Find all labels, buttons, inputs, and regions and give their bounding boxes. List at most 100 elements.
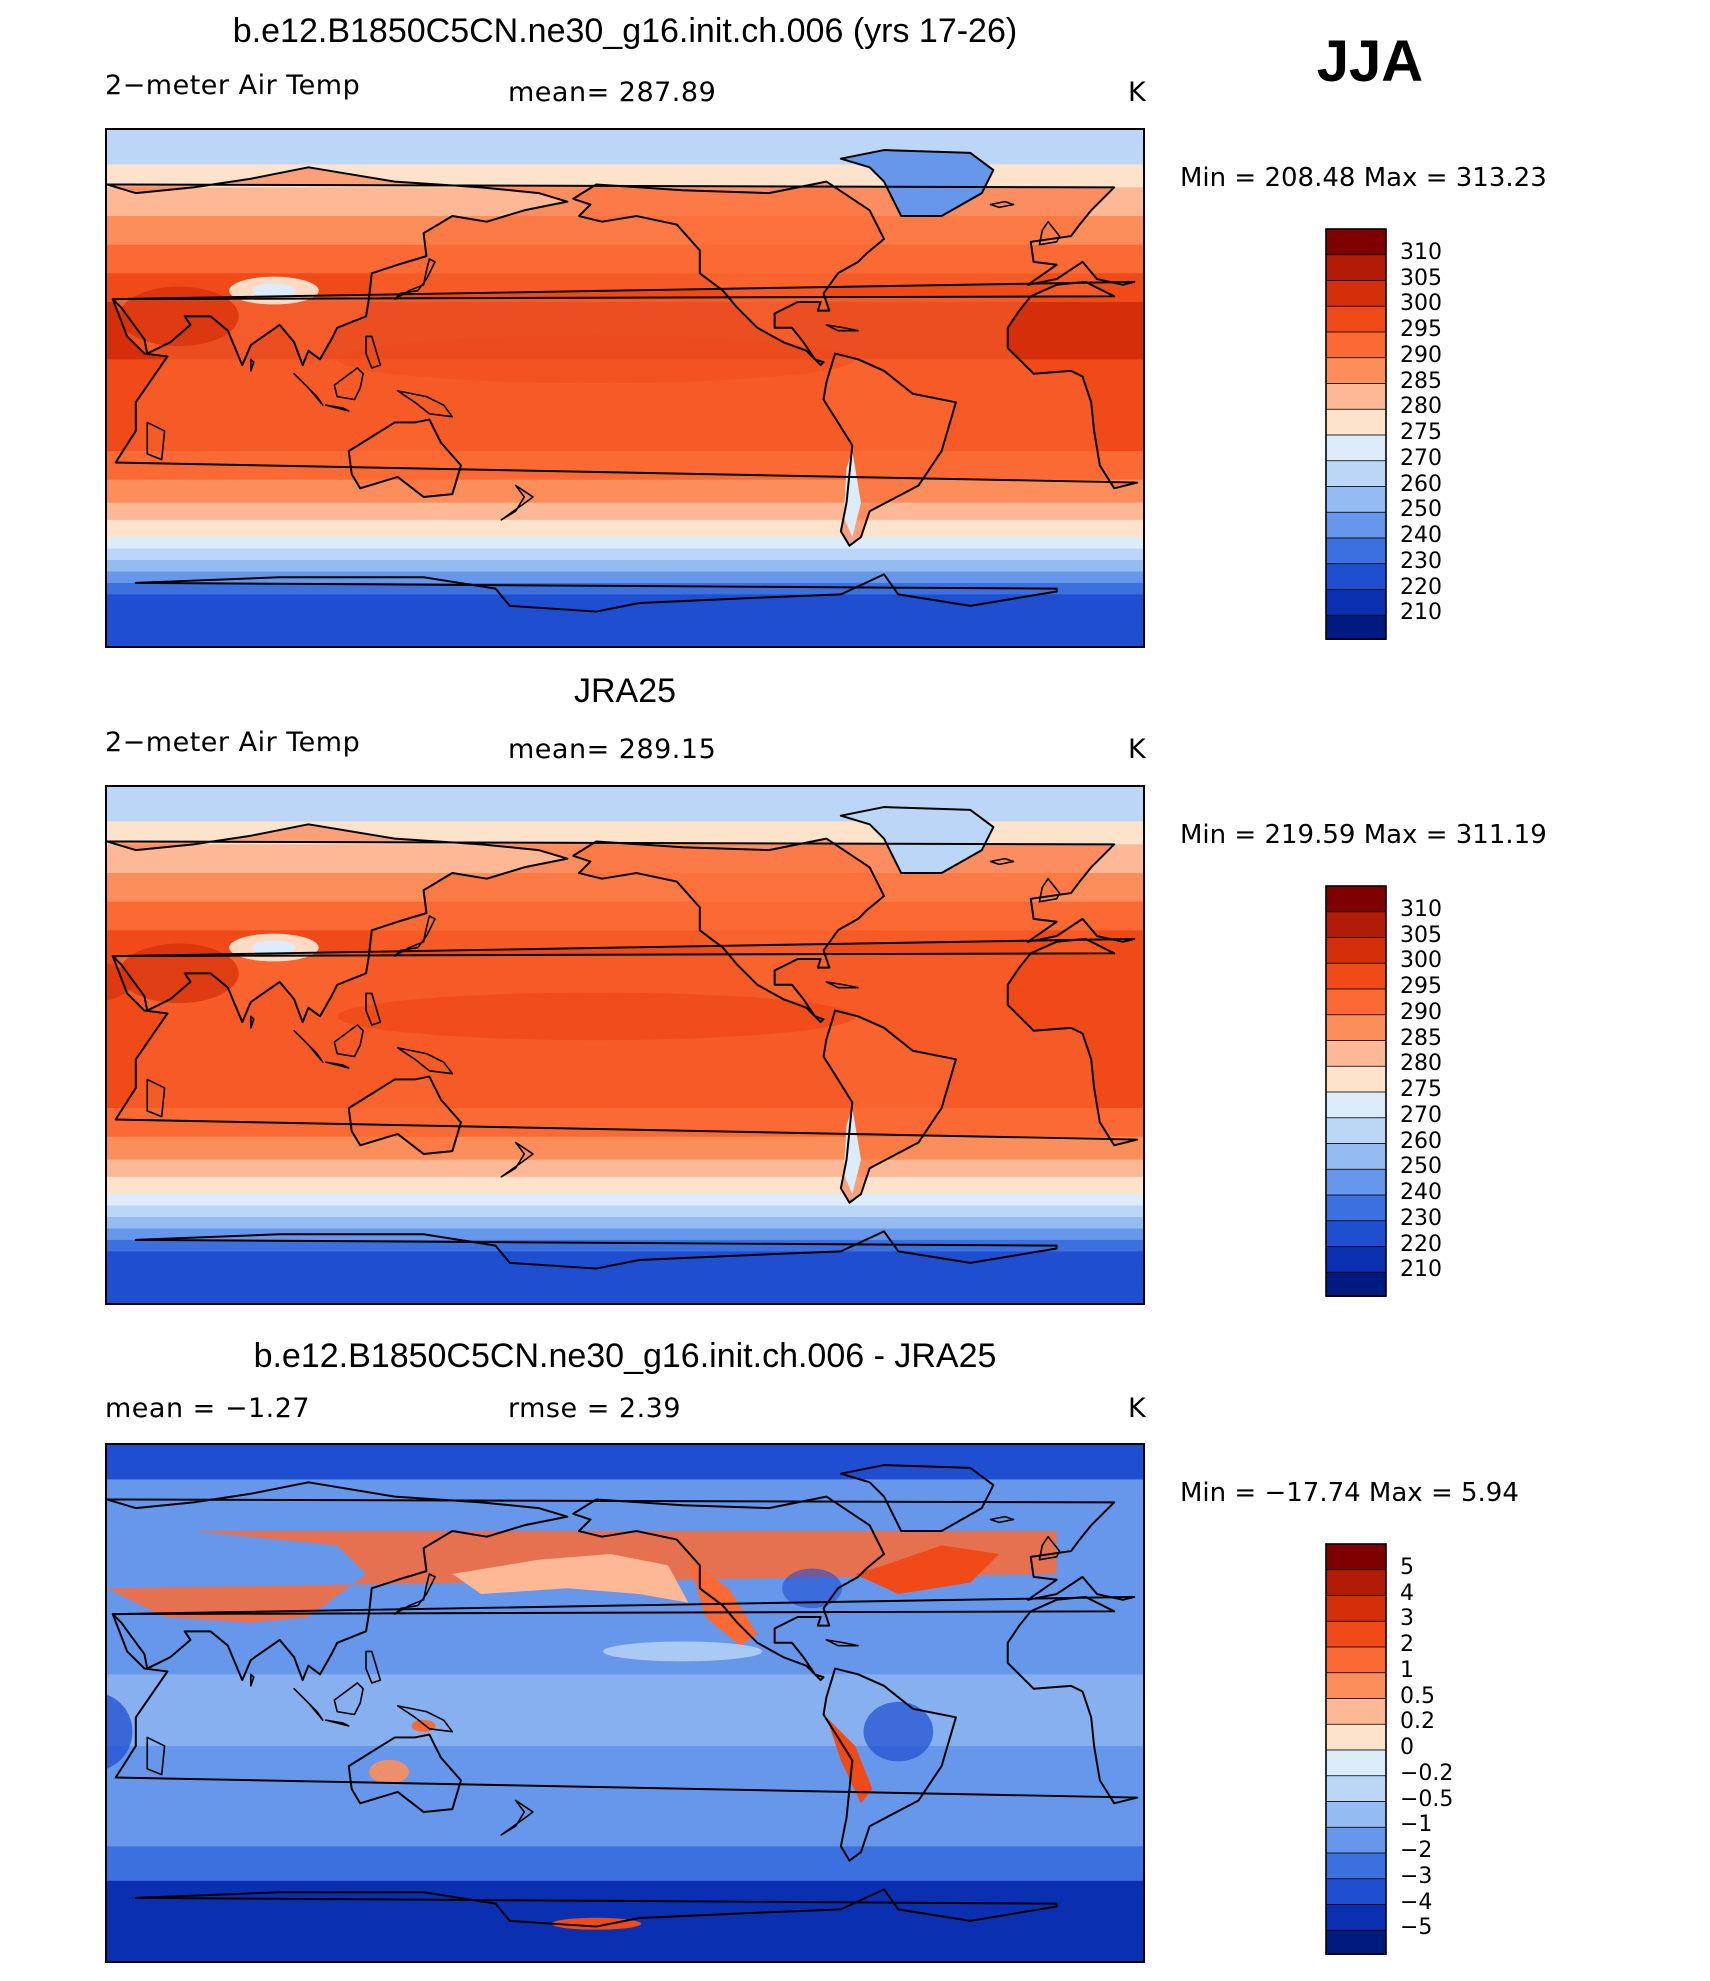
temperature-band xyxy=(107,1297,1143,1303)
temperature-band xyxy=(107,1159,1143,1166)
colorbar-tick-label: 1 xyxy=(1400,1657,1414,1683)
temperature-band xyxy=(107,135,1143,143)
island-coastline xyxy=(396,1047,454,1075)
temperature-band xyxy=(107,158,1143,165)
island-coastline xyxy=(825,981,859,989)
island-coastline xyxy=(250,1015,255,1029)
tibet-plateau-core xyxy=(251,940,296,955)
temperature-band xyxy=(107,519,1143,527)
colorbar-tick-label: −3 xyxy=(1400,1863,1433,1889)
colorbar-svg xyxy=(1325,885,1387,1297)
colorbar-swatch xyxy=(1325,357,1387,385)
temperature-band xyxy=(107,1205,1143,1212)
temperature-band xyxy=(107,1228,1143,1235)
colorbar-tick-label: 285 xyxy=(1400,1025,1442,1051)
cold-bias xyxy=(107,1694,133,1769)
temperature-band xyxy=(107,491,1143,498)
temperature-band xyxy=(107,1245,1143,1252)
temperature-band xyxy=(107,170,1143,177)
land-fill xyxy=(348,1076,461,1154)
colorbar-tick-label: −1 xyxy=(1400,1812,1433,1838)
land-fill xyxy=(573,181,884,366)
temperature-band xyxy=(107,496,1143,504)
temperature-band xyxy=(107,147,1143,154)
island-coastline xyxy=(989,857,1015,866)
colorbar-tick-label: 310 xyxy=(1400,896,1442,922)
panel-left-label: mean = −1.27 xyxy=(105,1393,311,1424)
colorbar-tick-label: 290 xyxy=(1400,342,1442,368)
coastline xyxy=(107,823,1136,1024)
min-max-label: Min = −17.74 Max = 5.94 xyxy=(1180,1478,1519,1508)
island-coastline xyxy=(146,1078,166,1118)
colorbar-tick-label: 230 xyxy=(1400,548,1442,574)
colorbar-swatch xyxy=(1325,1168,1387,1196)
temperature-band xyxy=(107,548,1143,555)
island-coastline xyxy=(989,1515,1015,1524)
colorbar-tick-label: −4 xyxy=(1400,1889,1433,1915)
colorbar-tick-label: 270 xyxy=(1400,445,1442,471)
temperature-band xyxy=(107,1194,1143,1201)
island-coastline xyxy=(825,1639,859,1647)
min-max-label: Min = 219.59 Max = 311.19 xyxy=(1180,820,1547,850)
map-panel xyxy=(105,785,1145,1305)
warm-pool xyxy=(337,992,856,1041)
island-coastline xyxy=(333,367,364,401)
colorbar-tick-label: 240 xyxy=(1400,523,1442,548)
colorbar-tick-label: 290 xyxy=(1400,999,1442,1025)
map-svg xyxy=(107,130,1143,646)
island-coastline xyxy=(333,1024,364,1058)
temperature-band xyxy=(107,1182,1143,1189)
coastline xyxy=(347,1733,462,1813)
temperature-band xyxy=(107,485,1143,492)
island-coastline xyxy=(146,421,166,461)
colorbar-tick-label: 0.2 xyxy=(1400,1709,1435,1735)
greenland-fill xyxy=(840,150,994,217)
coastline xyxy=(134,1888,1058,1928)
colorbar-swatch xyxy=(1325,486,1387,513)
colorbar-frame xyxy=(1325,228,1387,640)
colorbar-tick-label: 275 xyxy=(1400,1077,1442,1102)
panel-title: JRA25 xyxy=(573,672,677,710)
colorbar-swatch xyxy=(1325,383,1387,410)
coastline xyxy=(572,180,885,367)
island-coastline xyxy=(365,992,382,1026)
coastline xyxy=(839,149,995,218)
temperature-band xyxy=(107,508,1143,515)
colorbar-tick-label: 5 xyxy=(1400,1554,1414,1580)
colorbar-tick-label: −0.2 xyxy=(1400,1760,1454,1786)
temperature-band xyxy=(107,827,1143,834)
coastline xyxy=(347,1075,462,1155)
colorbar-tick-label: 2 xyxy=(1400,1632,1414,1657)
colorbar-tick-label: 220 xyxy=(1400,1231,1442,1257)
colorbar-swatch xyxy=(1325,885,1387,913)
colorbar-tick-label: 210 xyxy=(1400,1257,1442,1283)
colorbar-tick-label: 285 xyxy=(1400,368,1442,394)
colorbar-tick-label: 210 xyxy=(1400,600,1442,626)
temperature-band xyxy=(107,479,1143,487)
colorbar-swatch xyxy=(1325,1091,1387,1119)
tibet-plateau-core xyxy=(251,283,296,298)
temperature-band xyxy=(107,1148,1143,1155)
panel-center-label: mean= 289.15 xyxy=(508,734,717,765)
colorbar-swatch xyxy=(1325,1065,1387,1093)
island-coastline xyxy=(250,1673,255,1687)
temperature-band xyxy=(107,1280,1143,1287)
temperature-band xyxy=(107,1153,1143,1161)
warm-bias xyxy=(411,1719,436,1732)
colorbar-svg xyxy=(1325,228,1387,640)
colorbar-tick-label: 310 xyxy=(1400,239,1442,265)
colorbar-tick-label: 305 xyxy=(1400,922,1442,948)
temperature-band xyxy=(107,838,1143,845)
warm-bias xyxy=(369,1759,409,1784)
panel-units-label: K xyxy=(1128,77,1147,108)
temperature-band xyxy=(107,1291,1143,1298)
island-coastline xyxy=(500,1799,534,1836)
colorbar-swatch xyxy=(1325,1698,1387,1725)
coastline xyxy=(111,1595,1139,1805)
colorbar-swatch xyxy=(1325,1801,1387,1828)
coastline xyxy=(839,1464,995,1533)
colorbar-tick-label: 270 xyxy=(1400,1102,1442,1128)
colorbar-swatch xyxy=(1325,589,1387,616)
temperature-band xyxy=(107,809,1143,817)
colorbar-swatch xyxy=(1325,1775,1387,1803)
